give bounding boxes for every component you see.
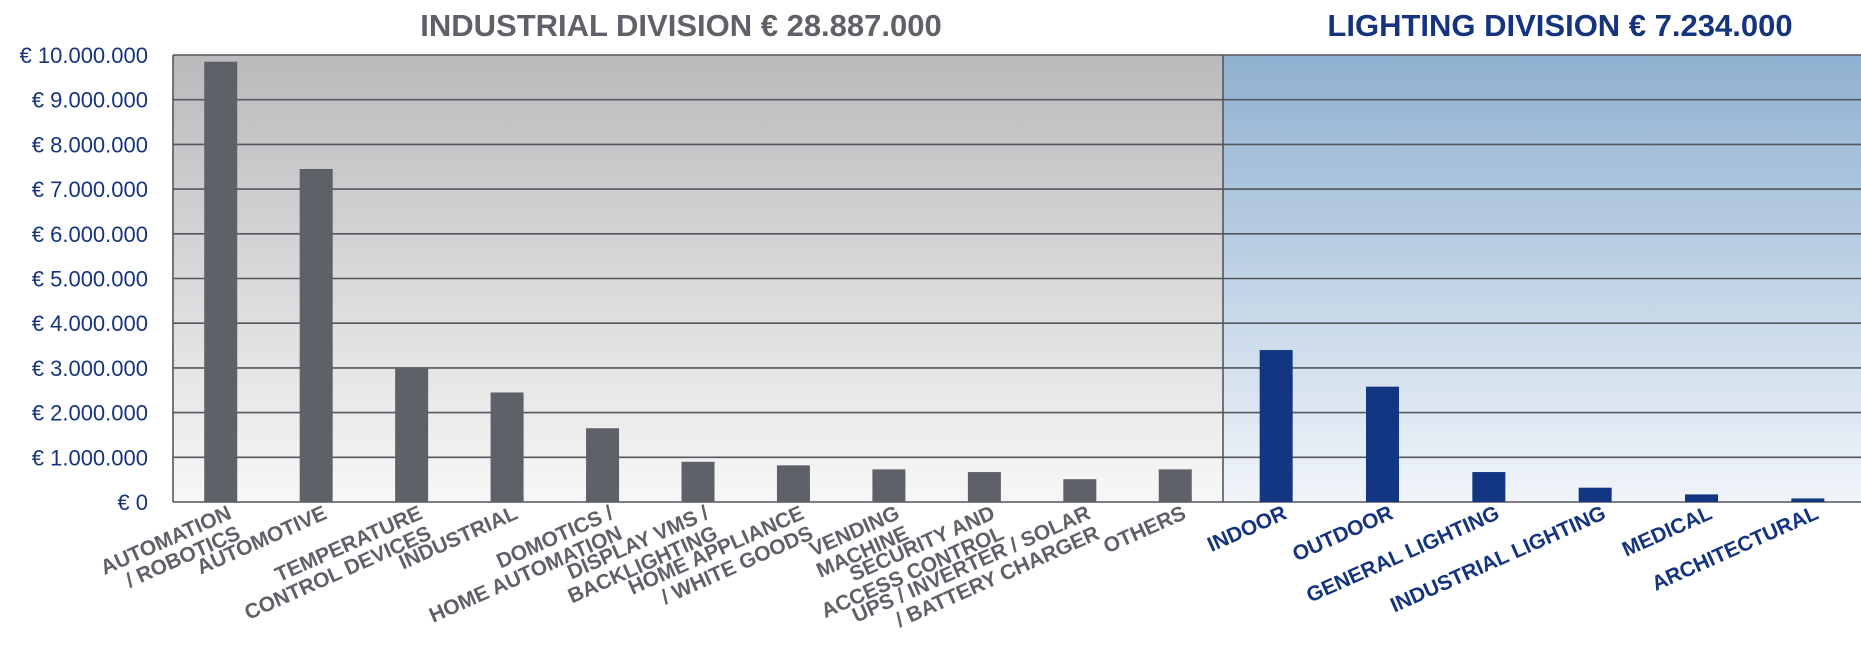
bar: [1063, 479, 1097, 502]
bar: [967, 472, 1001, 502]
bar: [872, 469, 906, 502]
bar: [1472, 472, 1506, 502]
bar: [490, 392, 524, 502]
y-tick-label: € 8.000.000: [32, 132, 148, 157]
y-tick-label: € 3.000.000: [32, 356, 148, 381]
bar: [586, 428, 620, 502]
bar: [395, 367, 429, 502]
y-tick-label: € 4.000.000: [32, 311, 148, 336]
bar: [1578, 487, 1612, 502]
bar: [1791, 498, 1825, 502]
bars: [204, 61, 1825, 503]
bar: [681, 461, 715, 502]
x-tick-label: INDOOR: [1204, 502, 1290, 557]
x-tick-label: OTHERS: [1100, 502, 1189, 559]
bar: [299, 168, 333, 503]
y-tick-label: € 5.000.000: [32, 267, 148, 292]
bar: [204, 61, 238, 503]
y-tick-label: € 7.000.000: [32, 177, 148, 202]
lighting-division-title: LIGHTING DIVISION € 7.234.000: [1327, 8, 1792, 43]
bar: [776, 465, 810, 502]
y-tick-label: € 6.000.000: [32, 222, 148, 247]
grid-lines: [172, 54, 1861, 503]
y-tick-label: € 0: [117, 490, 148, 515]
y-axis-ticks: € 0 € 1.000.000 € 2.000.000 € 3.000.000 € 4.…: [20, 43, 148, 515]
bar: [1366, 386, 1399, 502]
y-tick-label: € 1.000.000: [32, 445, 148, 470]
bar: [1158, 469, 1192, 502]
x-axis-tick-labels: AUTOMATION/ ROBOTICSAUTOMOTIVETEMPERATUR…: [97, 501, 1822, 632]
industrial-division-title: INDUSTRIAL DIVISION € 28.887.000: [420, 8, 941, 43]
bar: [1259, 350, 1293, 502]
bar: [1685, 494, 1718, 502]
y-tick-label: € 10.000.000: [20, 43, 148, 68]
y-tick-label: € 9.000.000: [32, 88, 148, 113]
y-tick-label: € 2.000.000: [32, 401, 148, 426]
